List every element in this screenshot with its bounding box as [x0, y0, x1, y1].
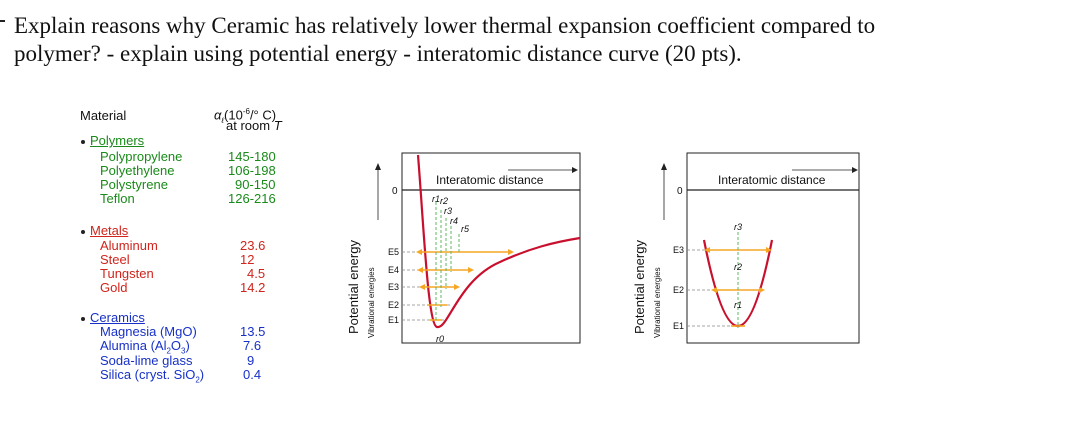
material-name: Polyethylene	[100, 163, 175, 178]
material-name: Polystyrene	[100, 177, 168, 192]
arrow-head-icon	[852, 167, 858, 173]
r-label: r3	[444, 206, 452, 216]
thermal-expansion-table: Material αℓ(10-6/° C) at room T Polymers…	[80, 107, 310, 398]
column-header-alpha: αℓ(10-6/° C)	[214, 107, 277, 125]
material-value: 7.6	[243, 338, 262, 353]
material-value: 106-198	[228, 163, 276, 178]
y-sub-label: Vibrational energies	[653, 267, 662, 338]
r-label: r1	[432, 194, 440, 204]
material-value: 13.5	[240, 324, 266, 339]
r-label: r4	[450, 216, 458, 226]
r-label: r2	[440, 196, 448, 206]
level-label: E1	[388, 315, 399, 325]
r-label: r2	[734, 262, 742, 272]
material-value: 0.4	[243, 367, 262, 382]
y-axis-label: Potential energy	[632, 240, 647, 334]
level-label: E3	[673, 245, 684, 255]
level-label: E3	[388, 282, 399, 292]
material-name: Silica (cryst. SiO2)	[100, 367, 205, 385]
vibration-arrows	[422, 251, 508, 321]
level-label: E4	[388, 265, 399, 275]
material-value: 23.6	[240, 238, 266, 253]
x-axis-label: Interatomic distance	[436, 173, 544, 187]
material-value: 4.5	[247, 266, 266, 281]
group-polymers: Polymers	[90, 133, 145, 148]
potential-energy-diagram-asymmetric: Interatomic distance 0 Potential energy …	[346, 152, 581, 344]
level-label: E2	[673, 285, 684, 295]
r-label: r3	[734, 222, 742, 232]
column-header-alpha-temp: at room T	[226, 118, 282, 133]
material-name: Gold	[100, 280, 128, 295]
potential-curve	[416, 154, 581, 329]
plot-frame	[401, 152, 581, 344]
plot-frame	[686, 152, 860, 344]
material-name: Magnesia (MgO)	[100, 324, 197, 339]
y-axis-label: Potential energy	[346, 240, 361, 334]
arrow-head-icon	[375, 163, 381, 170]
level-label: E5	[388, 247, 399, 257]
r-label: r1	[734, 300, 742, 310]
material-name: Steel	[100, 252, 130, 267]
material-value: 14.2	[240, 280, 266, 295]
material-name: Aluminum	[100, 238, 158, 253]
material-name: Soda-lime glass	[100, 353, 193, 368]
r-label: r5	[461, 224, 470, 234]
arrow-head-icon	[572, 167, 578, 173]
material-value: 90-150	[235, 177, 276, 192]
bullet-icon	[81, 317, 85, 321]
x-axis-label: Interatomic distance	[718, 173, 826, 187]
level-label: E1	[673, 321, 684, 331]
question-text: Explain reasons why Ceramic has relative…	[14, 12, 1054, 68]
material-name: Polypropylene	[100, 149, 183, 164]
zero-label: 0	[677, 186, 683, 197]
zero-label: 0	[392, 186, 398, 197]
group-ceramics: Ceramics	[90, 310, 145, 325]
bullet-icon	[81, 230, 85, 234]
material-value: 126-216	[228, 191, 276, 206]
question-line-1: Explain reasons why Ceramic has relative…	[14, 13, 876, 38]
material-name: Alumina (Al2O3)	[100, 338, 190, 356]
arrow-head-icon	[661, 163, 667, 170]
mean-position-dashes	[435, 202, 460, 322]
group-metals: Metals	[90, 223, 129, 238]
material-value: 145-180	[228, 149, 276, 164]
material-name: Teflon	[100, 191, 135, 206]
column-header-material: Material	[80, 108, 127, 123]
bullet-icon	[81, 140, 85, 144]
material-value: 12	[240, 252, 255, 267]
material-name: Tungsten	[100, 266, 154, 281]
question-line-2: polymer? - explain using potential energ…	[14, 41, 742, 66]
potential-energy-diagram-symmetric: Interatomic distance 0 Potential energy …	[632, 152, 860, 344]
material-value: 9	[247, 353, 255, 368]
r0-label: r0	[436, 334, 444, 344]
question-mark	[0, 20, 5, 22]
y-sub-label: Vibrational energies	[367, 267, 376, 338]
level-label: E2	[388, 300, 399, 310]
